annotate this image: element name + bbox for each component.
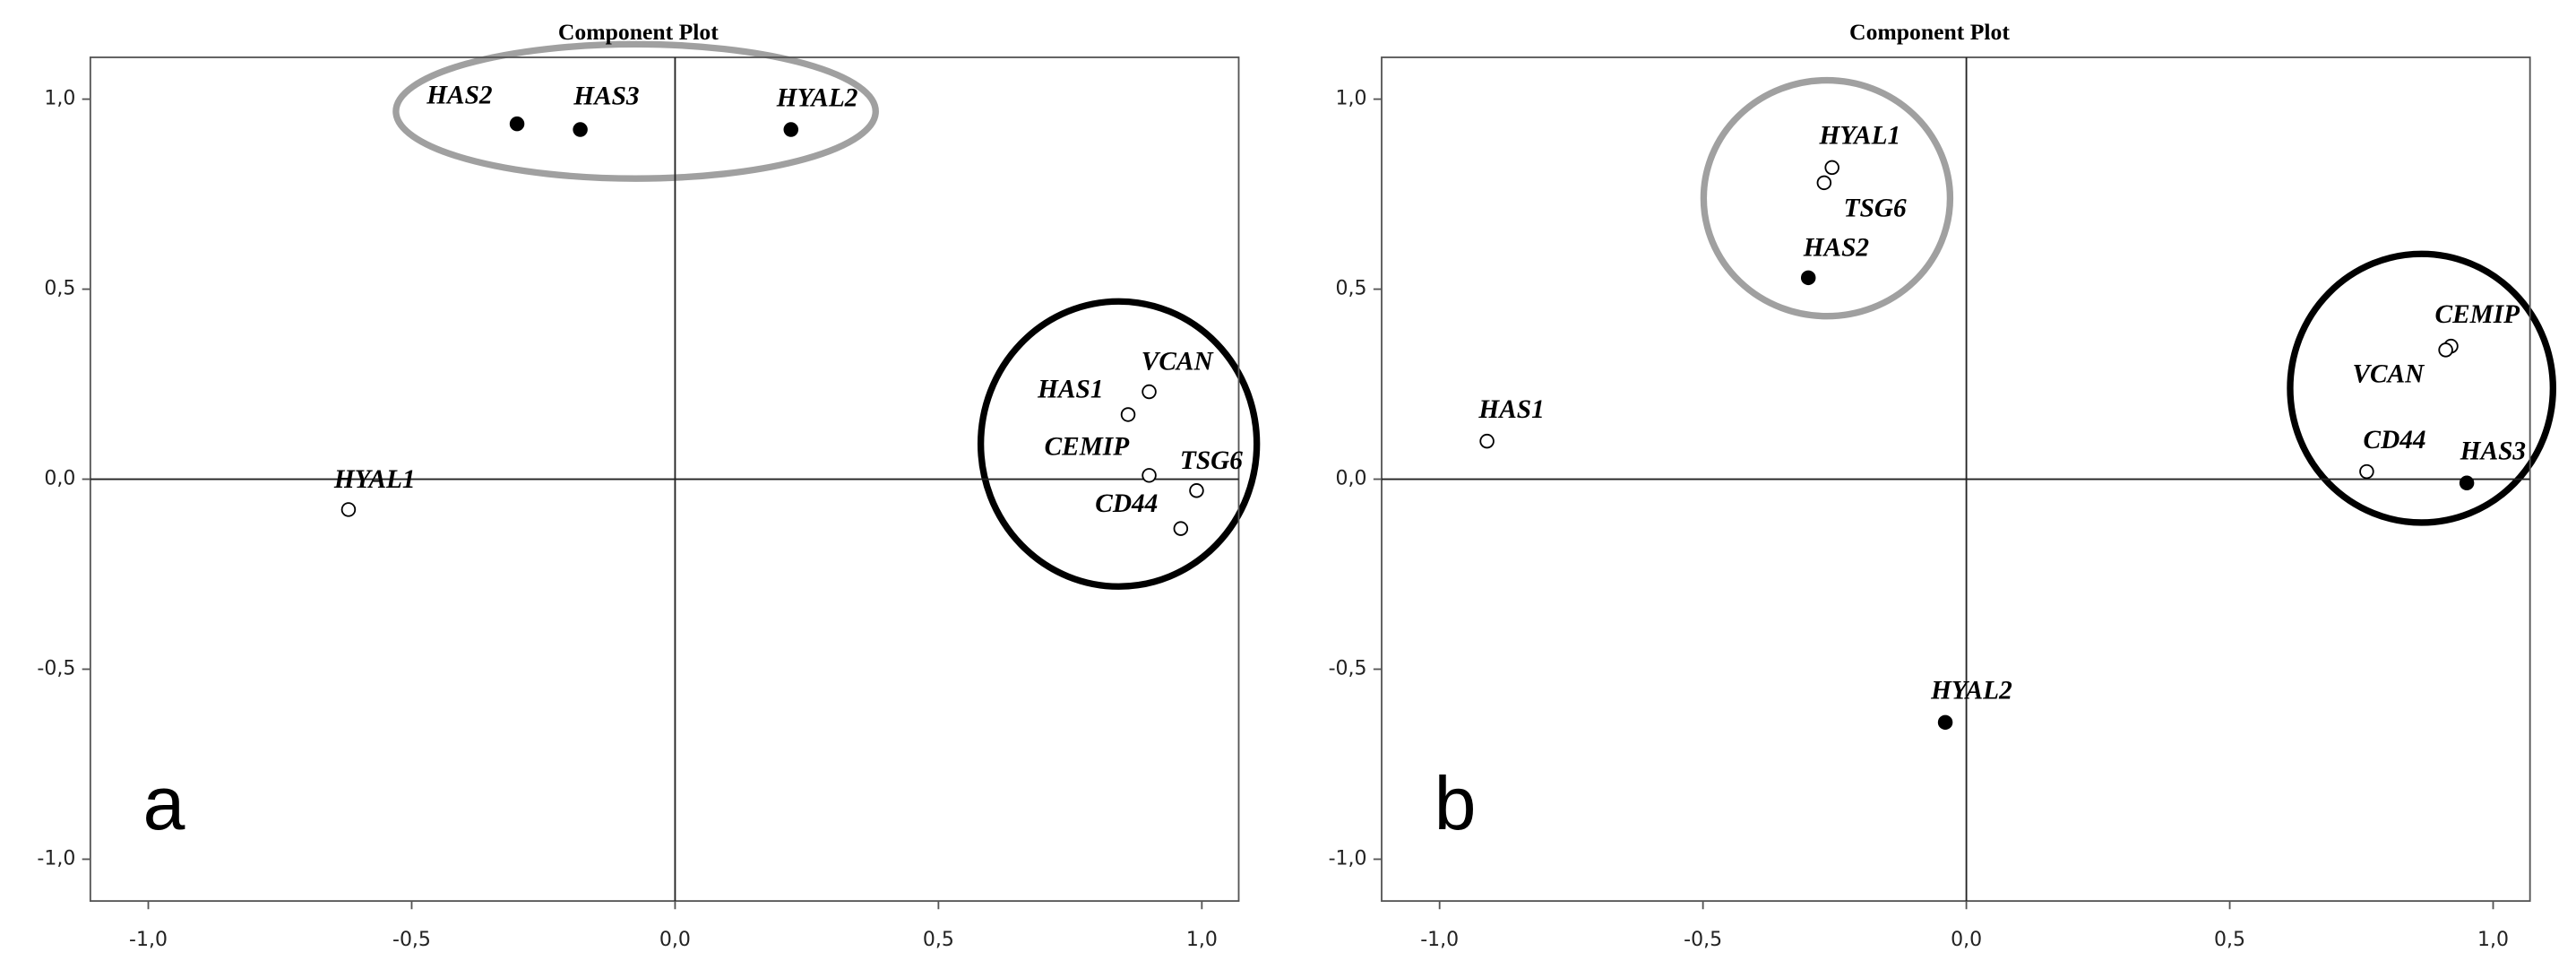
y-tick-label: -1,0 — [37, 847, 75, 870]
x-tick-label: 0,0 — [659, 929, 691, 951]
point — [1173, 521, 1189, 536]
point-label: TSG6 — [1180, 446, 1243, 475]
x-tick-label: 0,5 — [923, 929, 954, 951]
point-label: HAS2 — [426, 82, 492, 110]
point — [1142, 384, 1157, 400]
point — [783, 122, 799, 137]
point-label: HYAL1 — [1819, 122, 1901, 151]
point — [1800, 270, 1816, 286]
point-label: HAS3 — [2460, 437, 2526, 466]
point-label: HAS1 — [1478, 395, 1544, 424]
point-label: HAS3 — [573, 82, 639, 111]
y-tick-label: 0,5 — [1336, 278, 1367, 300]
x-tick-label: -0,5 — [392, 929, 431, 951]
y-tick-label: 0,5 — [44, 278, 75, 300]
y-tick-label: -0,5 — [37, 658, 75, 680]
point-label: HAS2 — [1803, 234, 1869, 263]
point — [1937, 714, 1953, 731]
x-tick-label: 0,5 — [2214, 929, 2245, 951]
x-tick-label: 0,0 — [1951, 929, 1982, 951]
chart-title: Component Plot — [558, 19, 719, 45]
point — [340, 502, 357, 517]
x-tick-label: 1,0 — [2477, 929, 2509, 951]
point — [1142, 468, 1157, 483]
y-tick-label: -1,0 — [1329, 847, 1367, 870]
group-outline — [2287, 250, 2556, 526]
point — [2459, 475, 2475, 490]
point-label: CEMIP — [2435, 300, 2521, 329]
point-label: CD44 — [2364, 426, 2426, 454]
point-label: TSG6 — [1844, 195, 1907, 223]
group-outline — [977, 298, 1261, 590]
chart-title: Component Plot — [1849, 19, 2010, 45]
y-tick-label: 1,0 — [44, 88, 75, 110]
point-label: HAS1 — [1037, 376, 1103, 404]
group-outline — [392, 40, 879, 182]
panel-label: b — [1434, 761, 1477, 845]
point-label: HYAL2 — [776, 83, 858, 112]
point-label: CEMIP — [1045, 433, 1131, 462]
y-tick-label: 0,0 — [1336, 468, 1367, 490]
panel-label: a — [143, 761, 185, 845]
point-label: VCAN — [2353, 359, 2425, 388]
point — [1824, 160, 1839, 176]
point — [1479, 433, 1495, 449]
point-label: HYAL2 — [1930, 677, 2012, 705]
point — [1120, 407, 1136, 422]
group-outline — [1700, 76, 1954, 320]
x-tick-label: -1,0 — [129, 929, 168, 951]
point — [1189, 483, 1204, 498]
point — [2438, 342, 2453, 358]
point — [2359, 463, 2374, 480]
point-label: CD44 — [1095, 489, 1158, 518]
y-tick-label: 0,0 — [44, 468, 75, 490]
y-tick-label: 1,0 — [1336, 88, 1367, 110]
y-tick-label: -0,5 — [1329, 658, 1367, 680]
x-tick-label: 1,0 — [1186, 929, 1218, 951]
x-tick-label: -1,0 — [1420, 929, 1459, 951]
point — [573, 122, 588, 137]
point-label: HYAL1 — [333, 465, 416, 494]
x-tick-label: -0,5 — [1684, 929, 1722, 951]
point-label: VCAN — [1142, 348, 1214, 376]
point — [509, 116, 525, 132]
point — [1816, 175, 1832, 191]
